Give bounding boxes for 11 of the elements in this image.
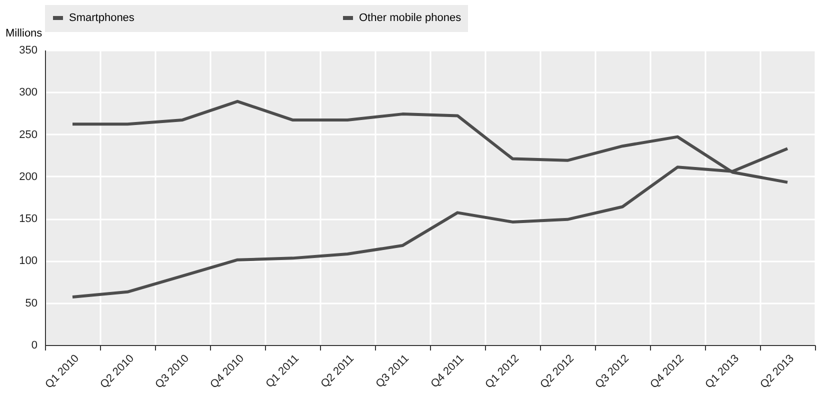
y-axis-title: Millions [6,28,43,40]
y-tick-label: 250 [19,128,38,141]
y-tick-label: 50 [25,297,38,310]
y-tick-label: 150 [19,213,38,226]
y-tick-label: 100 [19,255,38,268]
legend-label: Other mobile phones [359,12,462,24]
legend-label: Smartphones [69,12,135,24]
y-tick-label: 350 [19,44,38,56]
y-tick-label: 0 [31,340,38,352]
y-tick-label: 200 [19,170,38,183]
y-tick-label: 300 [19,86,38,99]
